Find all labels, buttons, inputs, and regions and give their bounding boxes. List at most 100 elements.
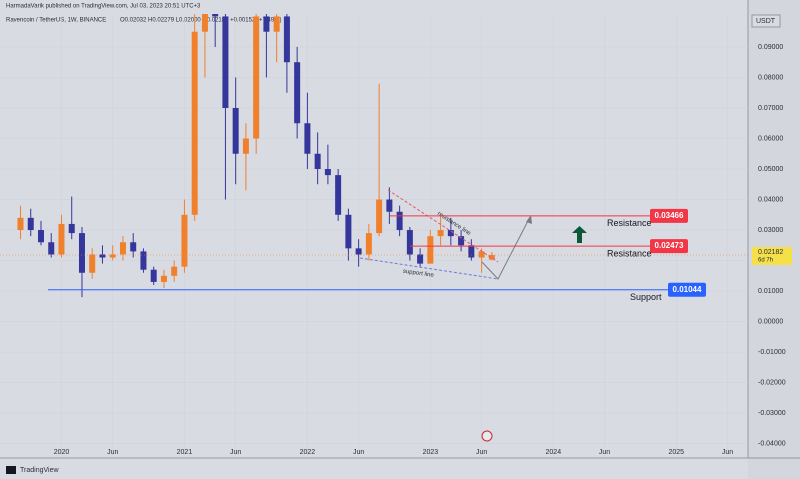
- chart-title: Ravencoin / TetherUS, 1W, BINANCE: [6, 18, 106, 24]
- candle-body: [140, 251, 147, 270]
- candle-body: [355, 248, 362, 255]
- candle-body: [37, 230, 44, 243]
- projection-arrow: [481, 216, 531, 280]
- candle-body: [160, 275, 167, 282]
- candle-body: [99, 254, 106, 258]
- level-price: 0.02473: [655, 241, 684, 250]
- candle-body: [130, 242, 137, 252]
- candle-body: [191, 31, 198, 215]
- x-tick-label: 2020: [54, 449, 70, 456]
- candle-body: [201, 14, 208, 32]
- candle-body: [222, 16, 229, 108]
- currency-box: [751, 14, 781, 28]
- last-price-box: [752, 247, 792, 266]
- candle-body: [478, 251, 485, 258]
- candle-body: [345, 214, 352, 249]
- candle-body: [365, 233, 372, 255]
- candle-body: [171, 266, 178, 276]
- level-label: Support: [630, 292, 662, 302]
- y-tick-label: -0.01000: [758, 349, 786, 356]
- candle-body: [488, 255, 495, 260]
- logo: [6, 466, 16, 474]
- candle-body: [396, 211, 403, 231]
- candle-body: [447, 230, 454, 237]
- y-tick-label: 0.00000: [758, 318, 783, 325]
- last-price: 0.02182: [758, 249, 783, 256]
- y-tick-label: 0.09000: [758, 44, 783, 51]
- x-tick-label: 2024: [546, 449, 562, 456]
- x-tick-label: 2021: [177, 449, 193, 456]
- level-price: 0.01044: [673, 285, 702, 294]
- x-tick-label: Jun: [353, 449, 364, 456]
- candle-body: [386, 199, 393, 212]
- candle-body: [437, 230, 444, 237]
- level-price-box: [650, 208, 688, 223]
- countdown: 6d 7h: [758, 258, 773, 264]
- level-price-box: [650, 239, 688, 254]
- x-tick-label: Jun: [722, 449, 733, 456]
- level-price-box: [668, 282, 706, 297]
- x-tick-label: Jun: [476, 449, 487, 456]
- candle-body: [263, 16, 270, 32]
- candle-body: [294, 62, 301, 124]
- y-tick-label: 0.05000: [758, 166, 783, 173]
- annotation: support line: [403, 269, 435, 279]
- footer: TradingView: [20, 467, 59, 474]
- candle-body: [27, 217, 34, 231]
- header: HarmadaVarik published on TradingView.co…: [6, 4, 201, 10]
- x-tick-label: Jun: [599, 449, 610, 456]
- candle-body: [109, 254, 116, 258]
- arrow-head: [526, 215, 532, 224]
- level-price: 0.03466: [655, 211, 684, 220]
- level-label: Resistance: [607, 218, 652, 228]
- price-axis-bg: [748, 0, 800, 479]
- candle-body: [314, 153, 321, 170]
- up-arrow-icon: [572, 226, 587, 243]
- candle-body: [458, 236, 465, 246]
- support-trendline: [359, 257, 499, 280]
- x-tick-label: 2022: [300, 449, 316, 456]
- plot-area: [17, 14, 495, 298]
- candle-body: [181, 214, 188, 267]
- level-label: Resistance: [607, 249, 652, 259]
- candle-body: [212, 14, 219, 17]
- y-tick-label: -0.04000: [758, 441, 786, 448]
- candle-body: [89, 254, 96, 273]
- candle-body: [427, 236, 434, 264]
- y-tick-label: 0.01000: [758, 288, 783, 295]
- candle-body: [324, 169, 331, 176]
- candle-body: [304, 123, 311, 154]
- candle-body: [48, 242, 55, 255]
- candle-body: [417, 254, 424, 264]
- y-tick-label: -0.03000: [758, 410, 786, 417]
- candle-body: [232, 107, 239, 154]
- candle-body: [283, 16, 290, 63]
- candle-body: [273, 16, 280, 32]
- y-tick-label: 0.08000: [758, 74, 783, 81]
- candle-body: [253, 16, 260, 139]
- candle-body: [150, 269, 157, 282]
- candle-body: [376, 199, 383, 234]
- resistance-trendline: [387, 189, 499, 263]
- x-tick-label: 2023: [423, 449, 439, 456]
- y-tick-label: 0.06000: [758, 135, 783, 142]
- y-tick-label: 0.04000: [758, 196, 783, 203]
- ohlc-legend: O0.02032 H0.02279 L0.02000 C0.02182 +0.0…: [120, 18, 281, 24]
- candle-body: [119, 242, 126, 255]
- candle-body: [468, 245, 475, 258]
- candle-body: [17, 217, 24, 231]
- y-tick-label: 0.03000: [758, 227, 783, 234]
- y-tick-label: -0.02000: [758, 379, 786, 386]
- y-tick-label: 0.07000: [758, 105, 783, 112]
- candle-body: [335, 175, 342, 215]
- x-tick-label: Jun: [230, 449, 241, 456]
- candle-body: [58, 223, 65, 255]
- candle-body: [242, 138, 249, 154]
- x-tick-label: 2025: [668, 449, 684, 456]
- candle-body: [68, 223, 75, 234]
- currency: USDT: [756, 18, 776, 25]
- x-tick-label: Jun: [107, 449, 118, 456]
- event-icon: [481, 430, 493, 442]
- candle-body: [78, 233, 85, 273]
